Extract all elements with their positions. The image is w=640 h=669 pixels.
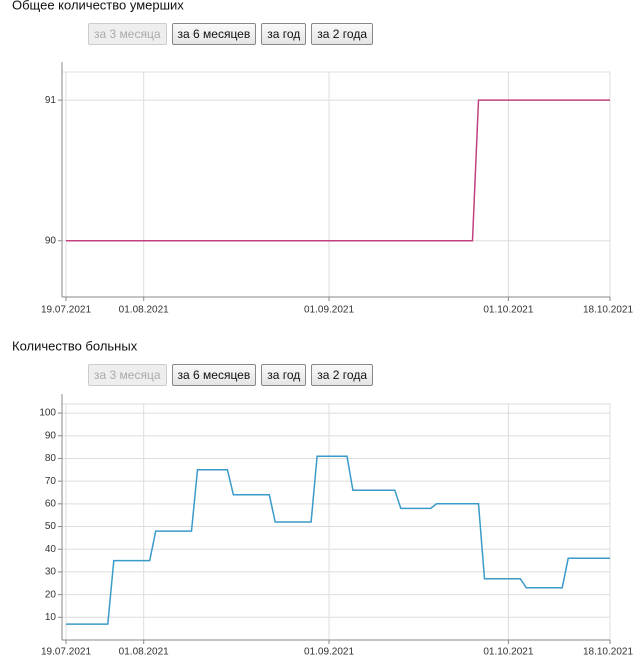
- x-tick-label: 19.07.2021: [41, 305, 91, 316]
- y-tick-label: 100: [39, 408, 56, 419]
- range-button[interactable]: за 6 месяцев: [171, 364, 257, 386]
- range-button[interactable]: за год: [261, 23, 307, 45]
- x-tick-label: 01.08.2021: [119, 305, 169, 316]
- y-tick-label: 40: [45, 544, 57, 555]
- x-tick-label: 18.10.2021: [583, 647, 633, 658]
- range-button[interactable]: за 2 года: [311, 23, 373, 45]
- chart-title: Количество больных: [12, 338, 138, 353]
- range-button: за 3 месяца: [88, 364, 167, 386]
- y-tick-label: 50: [45, 521, 57, 532]
- y-tick-label: 90: [45, 430, 57, 441]
- x-tick-label: 01.09.2021: [304, 647, 354, 658]
- x-tick-label: 01.10.2021: [483, 647, 533, 658]
- range-button: за 3 месяца: [88, 23, 167, 45]
- x-tick-label: 01.10.2021: [483, 305, 533, 316]
- range-button[interactable]: за 6 месяцев: [171, 23, 257, 45]
- chart-title: Общее количество умерших: [12, 0, 184, 12]
- x-tick-label: 01.08.2021: [119, 647, 169, 658]
- y-tick-label: 91: [45, 95, 57, 106]
- range-buttons: за 3 месяца за 6 месяцев за год за 2 года: [88, 23, 373, 45]
- x-tick-label: 01.09.2021: [304, 305, 354, 316]
- range-buttons: за 3 месяца за 6 месяцев за год за 2 года: [88, 364, 373, 386]
- y-tick-label: 70: [45, 476, 57, 487]
- line: [66, 455, 610, 625]
- x-tick-label: 19.07.2021: [41, 647, 91, 658]
- y-tick-label: 90: [45, 235, 57, 246]
- range-button[interactable]: за 2 года: [311, 364, 373, 386]
- range-button[interactable]: за год: [261, 364, 307, 386]
- line: [66, 99, 610, 242]
- y-tick-label: 10: [45, 612, 57, 623]
- x-tick-label: 18.10.2021: [583, 305, 633, 316]
- y-tick-label: 60: [45, 498, 57, 509]
- y-tick-label: 20: [45, 589, 57, 600]
- y-tick-label: 30: [45, 567, 57, 578]
- y-tick-label: 80: [45, 453, 57, 464]
